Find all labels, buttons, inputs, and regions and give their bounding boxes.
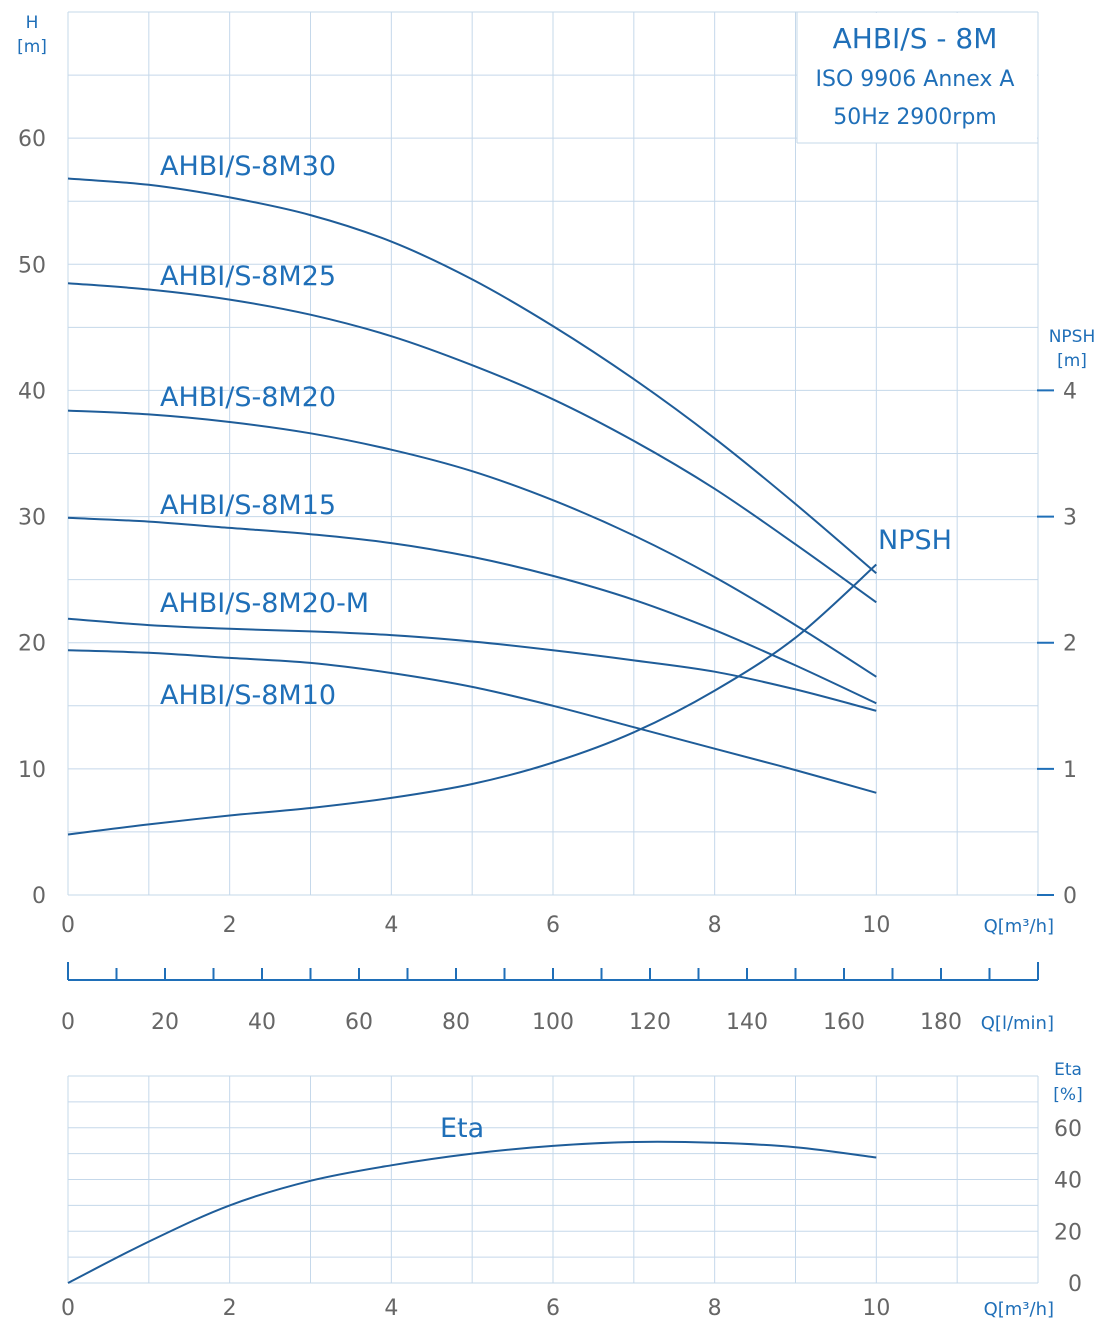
head-curve-ahbi-s-8m10 <box>67 649 877 794</box>
head-curve-ahbi-s-8m30 <box>67 177 877 575</box>
series-label-npsh: NPSH <box>878 525 952 556</box>
eta-y-tick-label: 60 <box>1054 1117 1082 1142</box>
eta-y-tick-label: 0 <box>1068 1272 1082 1297</box>
series-label-ahbi-s-8m15: AHBI/S-8M15 <box>160 490 336 521</box>
series-label-ahbi-s-8m30: AHBI/S-8M30 <box>160 151 336 182</box>
eta-x-tick-label: 8 <box>708 1296 722 1321</box>
y-tick-label: 20 <box>18 632 46 657</box>
lmin-tick-label: 0 <box>61 1010 75 1035</box>
y-tick-label: 60 <box>18 127 46 152</box>
npsh-tick-label: 1 <box>1063 758 1077 783</box>
npsh-tick-label: 2 <box>1063 632 1077 657</box>
eta-y-tick-label: 40 <box>1054 1169 1082 1194</box>
series-label-ahbi-s-8m10: AHBI/S-8M10 <box>160 680 336 711</box>
head-curve-ahbi-s-8m20 <box>67 409 877 678</box>
y-tick-label: 10 <box>18 758 46 783</box>
npsh-axis-unit: [m] <box>1057 351 1087 371</box>
y-tick-label: 0 <box>32 884 46 909</box>
npsh-curve <box>67 563 877 836</box>
eta-x-tick-label: 2 <box>223 1296 237 1321</box>
series-label-ahbi-s-8m20-m: AHBI/S-8M20-M <box>160 588 369 619</box>
eta-curve <box>67 1140 877 1284</box>
head-curve-ahbi-s-8m15 <box>67 516 877 705</box>
lmin-tick-label: 40 <box>248 1010 276 1035</box>
x-tick-label: 0 <box>61 913 75 938</box>
eta-x-axis-label: Q[m³/h] <box>984 1299 1054 1320</box>
x-tick-label: 4 <box>384 913 398 938</box>
head-curve-ahbi-s-8m20-m <box>67 617 877 712</box>
eta-x-tick-label: 10 <box>862 1296 890 1321</box>
eta-y-tick-label: 20 <box>1054 1220 1082 1245</box>
chart-conditions: 50Hz 2900rpm <box>833 105 997 130</box>
eta-x-tick-label: 6 <box>546 1296 560 1321</box>
eta-axis-unit: [%] <box>1053 1085 1082 1105</box>
series-label-eta: Eta <box>440 1113 484 1144</box>
lmin-tick-label: 80 <box>442 1010 470 1035</box>
lmin-tick-label: 100 <box>532 1010 574 1035</box>
x-tick-label: 10 <box>862 913 890 938</box>
lmin-tick-label: 60 <box>345 1010 373 1035</box>
chart-standard: ISO 9906 Annex A <box>816 67 1015 92</box>
lmin-tick-label: 120 <box>629 1010 671 1035</box>
eta-axis-label: Eta <box>1054 1060 1082 1080</box>
series-label-ahbi-s-8m20: AHBI/S-8M20 <box>160 382 336 413</box>
npsh-tick-label: 0 <box>1063 884 1077 909</box>
npsh-tick-label: 3 <box>1063 506 1077 531</box>
lmin-tick-label: 140 <box>726 1010 768 1035</box>
lmin-tick-label: 180 <box>920 1010 962 1035</box>
x-axis-label: Q[m³/h] <box>984 916 1054 937</box>
y-axis-label: H <box>26 13 39 33</box>
y-axis-unit: [m] <box>17 37 47 57</box>
x-tick-label: 8 <box>708 913 722 938</box>
eta-x-tick-label: 4 <box>384 1296 398 1321</box>
y-tick-label: 30 <box>18 506 46 531</box>
series-label-ahbi-s-8m25: AHBI/S-8M25 <box>160 261 336 292</box>
lmin-tick-label: 20 <box>151 1010 179 1035</box>
npsh-tick-label: 4 <box>1063 379 1077 404</box>
head-curve-ahbi-s-8m25 <box>67 282 877 604</box>
y-tick-label: 40 <box>18 379 46 404</box>
x-tick-label: 2 <box>223 913 237 938</box>
npsh-axis-label: NPSH <box>1049 327 1096 347</box>
y-tick-label: 50 <box>18 253 46 278</box>
lmin-tick-label: 160 <box>823 1010 865 1035</box>
x-tick-label: 6 <box>546 913 560 938</box>
eta-x-tick-label: 0 <box>61 1296 75 1321</box>
title-block-background <box>797 13 1037 143</box>
lmin-axis-label: Q[l/min] <box>981 1013 1054 1034</box>
chart-title: AHBI/S - 8M <box>833 22 998 55</box>
